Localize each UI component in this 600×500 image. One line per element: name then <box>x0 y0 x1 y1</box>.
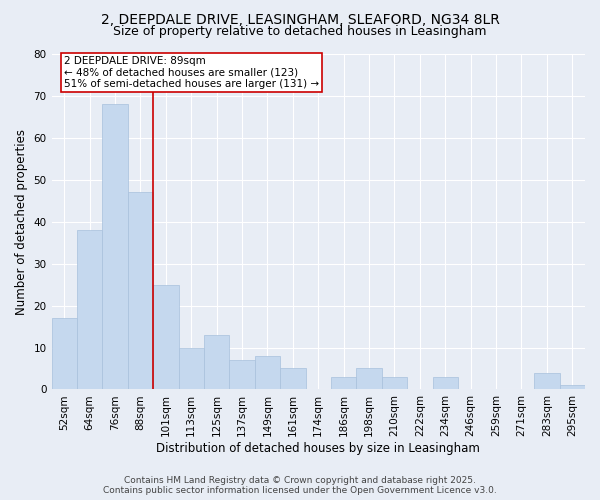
Bar <box>560 386 585 390</box>
Text: Contains HM Land Registry data © Crown copyright and database right 2025.
Contai: Contains HM Land Registry data © Crown c… <box>103 476 497 495</box>
Bar <box>153 284 179 390</box>
Bar <box>103 104 128 390</box>
X-axis label: Distribution of detached houses by size in Leasingham: Distribution of detached houses by size … <box>157 442 480 455</box>
Y-axis label: Number of detached properties: Number of detached properties <box>15 128 28 314</box>
Bar <box>255 356 280 390</box>
Bar <box>280 368 305 390</box>
Bar <box>356 368 382 390</box>
Bar <box>382 377 407 390</box>
Bar <box>52 318 77 390</box>
Bar <box>77 230 103 390</box>
Bar <box>179 348 204 390</box>
Bar <box>433 377 458 390</box>
Text: Size of property relative to detached houses in Leasingham: Size of property relative to detached ho… <box>113 25 487 38</box>
Bar <box>229 360 255 390</box>
Bar <box>128 192 153 390</box>
Text: 2, DEEPDALE DRIVE, LEASINGHAM, SLEAFORD, NG34 8LR: 2, DEEPDALE DRIVE, LEASINGHAM, SLEAFORD,… <box>101 12 499 26</box>
Bar <box>534 372 560 390</box>
Bar <box>204 335 229 390</box>
Text: 2 DEEPDALE DRIVE: 89sqm
← 48% of detached houses are smaller (123)
51% of semi-d: 2 DEEPDALE DRIVE: 89sqm ← 48% of detache… <box>64 56 319 90</box>
Bar <box>331 377 356 390</box>
